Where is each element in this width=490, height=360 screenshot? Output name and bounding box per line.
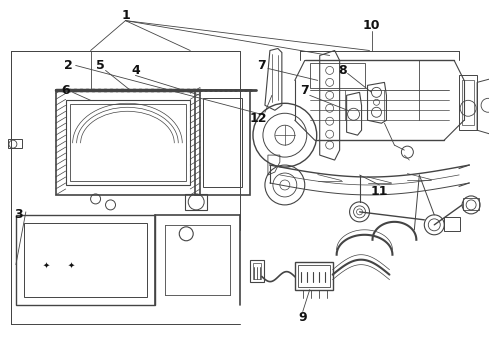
Text: 7: 7	[258, 59, 266, 72]
Bar	[459, 75, 477, 130]
Bar	[56, 90, 200, 195]
Bar	[310, 63, 365, 88]
Bar	[463, 198, 479, 210]
Bar	[462, 80, 474, 125]
Text: 10: 10	[363, 19, 380, 32]
Text: 5: 5	[96, 59, 105, 72]
Bar	[250, 260, 264, 282]
Bar	[70, 104, 186, 181]
Bar	[295, 262, 333, 289]
Text: 2: 2	[64, 59, 73, 72]
Text: 12: 12	[249, 112, 267, 125]
Text: 11: 11	[371, 185, 388, 198]
Text: 7: 7	[300, 84, 309, 97]
Bar	[298, 265, 330, 287]
Text: 4: 4	[131, 64, 140, 77]
Bar	[66, 100, 190, 185]
Text: 8: 8	[338, 64, 347, 77]
Bar	[195, 90, 250, 195]
Text: 9: 9	[298, 311, 307, 324]
Bar	[24, 223, 147, 297]
Text: 6: 6	[61, 84, 70, 97]
Bar	[253, 263, 261, 279]
Text: ✦: ✦	[42, 260, 49, 269]
Bar	[203, 98, 242, 187]
Text: 3: 3	[15, 208, 23, 221]
Bar	[185, 194, 207, 210]
Bar	[444, 217, 460, 231]
Text: 1: 1	[121, 9, 130, 22]
Text: ✦: ✦	[67, 260, 74, 269]
Bar	[8, 139, 22, 148]
